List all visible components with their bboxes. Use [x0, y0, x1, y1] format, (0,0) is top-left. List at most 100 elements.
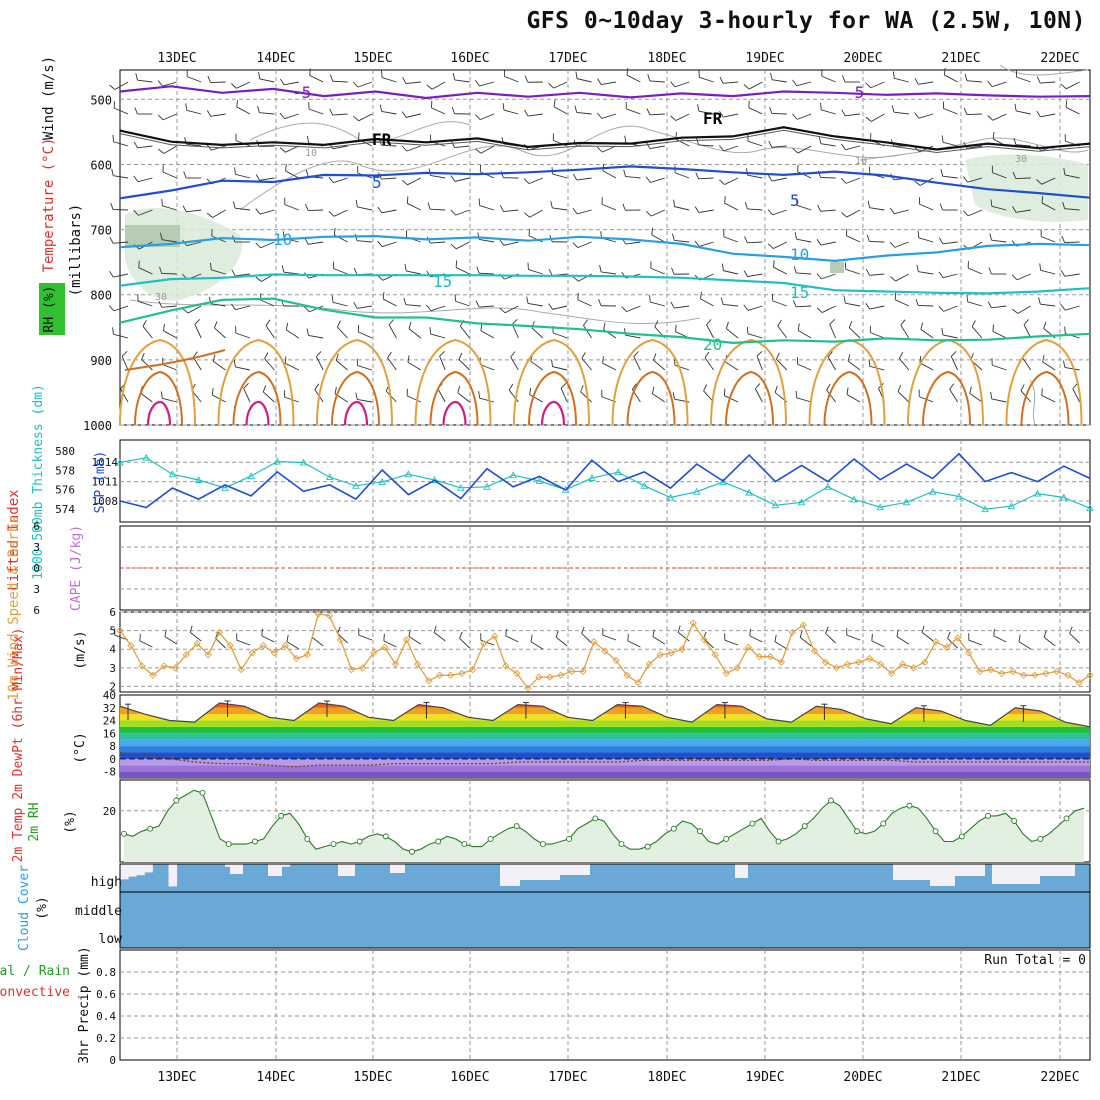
isotherm-label: FR	[372, 130, 392, 149]
wind-barb	[1064, 326, 1066, 334]
wind-barb	[938, 305, 944, 312]
wind-barb	[820, 209, 836, 212]
wind-barb	[328, 211, 335, 217]
wind-barb	[404, 263, 407, 271]
wind-speed-point	[491, 632, 499, 640]
wind-barb	[845, 177, 861, 184]
wind-speed-point	[292, 654, 301, 663]
wind-barb	[940, 169, 944, 177]
wind-barb	[140, 392, 153, 403]
surface-wind-barb	[358, 634, 373, 641]
wind-barb	[162, 364, 177, 371]
surface-wind-barb	[749, 628, 751, 636]
wind-barb	[797, 363, 812, 371]
wind-barb	[989, 233, 992, 241]
wind-barb	[553, 106, 568, 115]
rh-point	[435, 838, 442, 845]
wind-barb	[827, 356, 836, 371]
wind-speed-point	[865, 654, 874, 663]
wind-barb	[207, 75, 212, 83]
thickness-point	[247, 472, 255, 480]
wind-barb	[723, 113, 739, 118]
wind-barb	[772, 177, 787, 182]
surface-wind-barb	[677, 632, 690, 642]
wind-barb	[235, 273, 251, 277]
wind-barb	[755, 383, 761, 390]
wind-barb	[674, 364, 690, 371]
wind-barb	[305, 169, 309, 177]
isotherm-line	[119, 126, 1091, 151]
wind-barb	[182, 308, 189, 314]
wind-barb	[773, 266, 788, 275]
wind-barb	[332, 113, 348, 116]
surface-wind-barb	[825, 626, 829, 634]
wind-barb	[381, 70, 383, 78]
wind-barb	[596, 112, 603, 119]
isotherm-label: 10	[273, 230, 292, 249]
wind-barb	[113, 333, 129, 339]
wind-barb	[988, 267, 992, 275]
wind-barb	[987, 80, 993, 87]
thickness-point	[457, 483, 465, 491]
wind-speed-point	[116, 626, 124, 635]
wind-barb	[262, 385, 267, 393]
wind-barb	[1066, 81, 1080, 90]
wind-barb	[646, 142, 651, 149]
wind-barb	[333, 227, 336, 236]
wind-barb	[748, 81, 763, 90]
thickness-tick-label: 578	[55, 464, 75, 477]
rh-point	[513, 823, 520, 830]
temp-contour-25	[907, 338, 984, 426]
surface-wind-barb	[311, 637, 324, 647]
wind-barb	[262, 391, 275, 403]
surface-wind-barb	[189, 632, 202, 642]
wind-barb	[308, 334, 324, 339]
wind-speed-point	[1075, 679, 1083, 687]
cloud-gap	[520, 864, 560, 880]
wind-barb	[697, 104, 700, 112]
wind-barb	[889, 276, 896, 282]
wind-barb	[1040, 269, 1056, 275]
wind-barb	[601, 271, 617, 275]
temp-tick-label: 24	[103, 715, 117, 728]
wind-barb	[357, 398, 373, 403]
wind-barb	[1012, 171, 1017, 179]
wind-barb	[601, 203, 617, 211]
rh-point	[409, 848, 415, 855]
wind-barb	[723, 236, 739, 243]
wind-barb	[510, 356, 519, 371]
wind-speed-point	[623, 671, 631, 679]
wind-speed-point	[579, 667, 587, 676]
wind-barb	[962, 176, 968, 183]
wind-speed-point	[248, 649, 256, 657]
wind-barb	[358, 132, 360, 140]
wind-barb	[942, 241, 958, 245]
wind-speed-point	[535, 673, 543, 681]
wind-speed-point	[998, 669, 1006, 678]
surface-wind-barb	[703, 637, 714, 649]
wind-barb	[726, 328, 739, 339]
wind-barb	[700, 298, 714, 307]
wind-barb	[232, 201, 236, 209]
wind-barb	[382, 298, 397, 307]
wind-barb	[942, 141, 958, 147]
wind-barb	[1041, 236, 1056, 243]
wind-barb	[285, 329, 300, 339]
rh-point	[278, 812, 285, 819]
wind-barb	[914, 112, 920, 119]
wind-barb	[841, 109, 846, 117]
wind-barb	[756, 350, 763, 357]
wind-barb	[523, 178, 530, 184]
wind-barb	[233, 359, 236, 367]
wind-barb	[407, 355, 410, 363]
surface-wind-barb	[921, 632, 934, 642]
temp-tick-label: 32	[103, 702, 116, 715]
wind-barb	[699, 76, 714, 83]
wind-speed-point	[557, 671, 565, 679]
wind-barb	[1036, 110, 1041, 118]
wind-barb	[110, 202, 114, 210]
cloud-frame	[119, 863, 1091, 949]
wind-speed-point	[898, 660, 907, 668]
wind-barb	[992, 131, 995, 140]
wind-speed-point	[336, 636, 345, 644]
